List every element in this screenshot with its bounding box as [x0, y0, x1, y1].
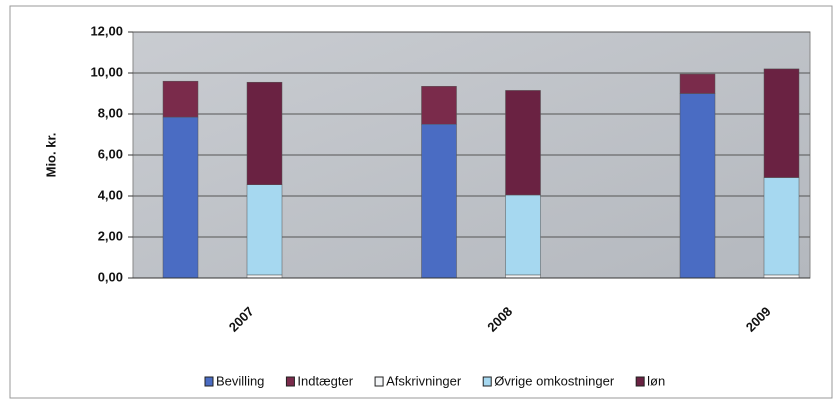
bar-segment	[679, 73, 716, 94]
legend-swatch	[635, 376, 645, 387]
y-tick-label: 8,00	[98, 105, 123, 120]
legend-label: Indtægter	[297, 373, 353, 388]
y-axis-label: Mio. kr.	[43, 133, 58, 178]
y-tick-label: 10,00	[90, 64, 123, 79]
bar-segment	[679, 93, 716, 279]
bar-segment	[505, 90, 541, 196]
legend-label: løn	[647, 373, 665, 388]
bar-segment	[763, 177, 800, 276]
y-tick-label: 2,00	[98, 228, 123, 243]
bar-segment	[763, 68, 800, 178]
legend-label: Afskrivninger	[386, 373, 462, 388]
x-tick-label: 2008	[484, 304, 515, 335]
legend-label: Øvrige omkostninger	[494, 373, 615, 388]
legend-swatch	[204, 376, 214, 387]
bar-segment	[505, 194, 541, 276]
y-tick-label: 0,00	[98, 269, 123, 284]
legend-swatch	[285, 376, 295, 387]
y-tick-label: 12,00	[90, 23, 123, 38]
y-tick-label: 4,00	[98, 187, 123, 202]
bar-segment	[162, 80, 199, 118]
chart-border	[9, 5, 833, 399]
bar-segment	[421, 124, 457, 279]
legend-swatch	[482, 376, 492, 387]
x-tick-label: 2007	[226, 304, 257, 335]
bar-segment	[246, 184, 283, 276]
y-tick-label: 6,00	[98, 146, 123, 161]
legend-swatch	[374, 376, 384, 387]
bar-segment	[421, 86, 457, 125]
bar-segment	[246, 81, 283, 185]
legend-label: Bevilling	[216, 373, 264, 388]
bar-segment	[162, 116, 199, 279]
x-tick-label: 2009	[743, 304, 774, 335]
